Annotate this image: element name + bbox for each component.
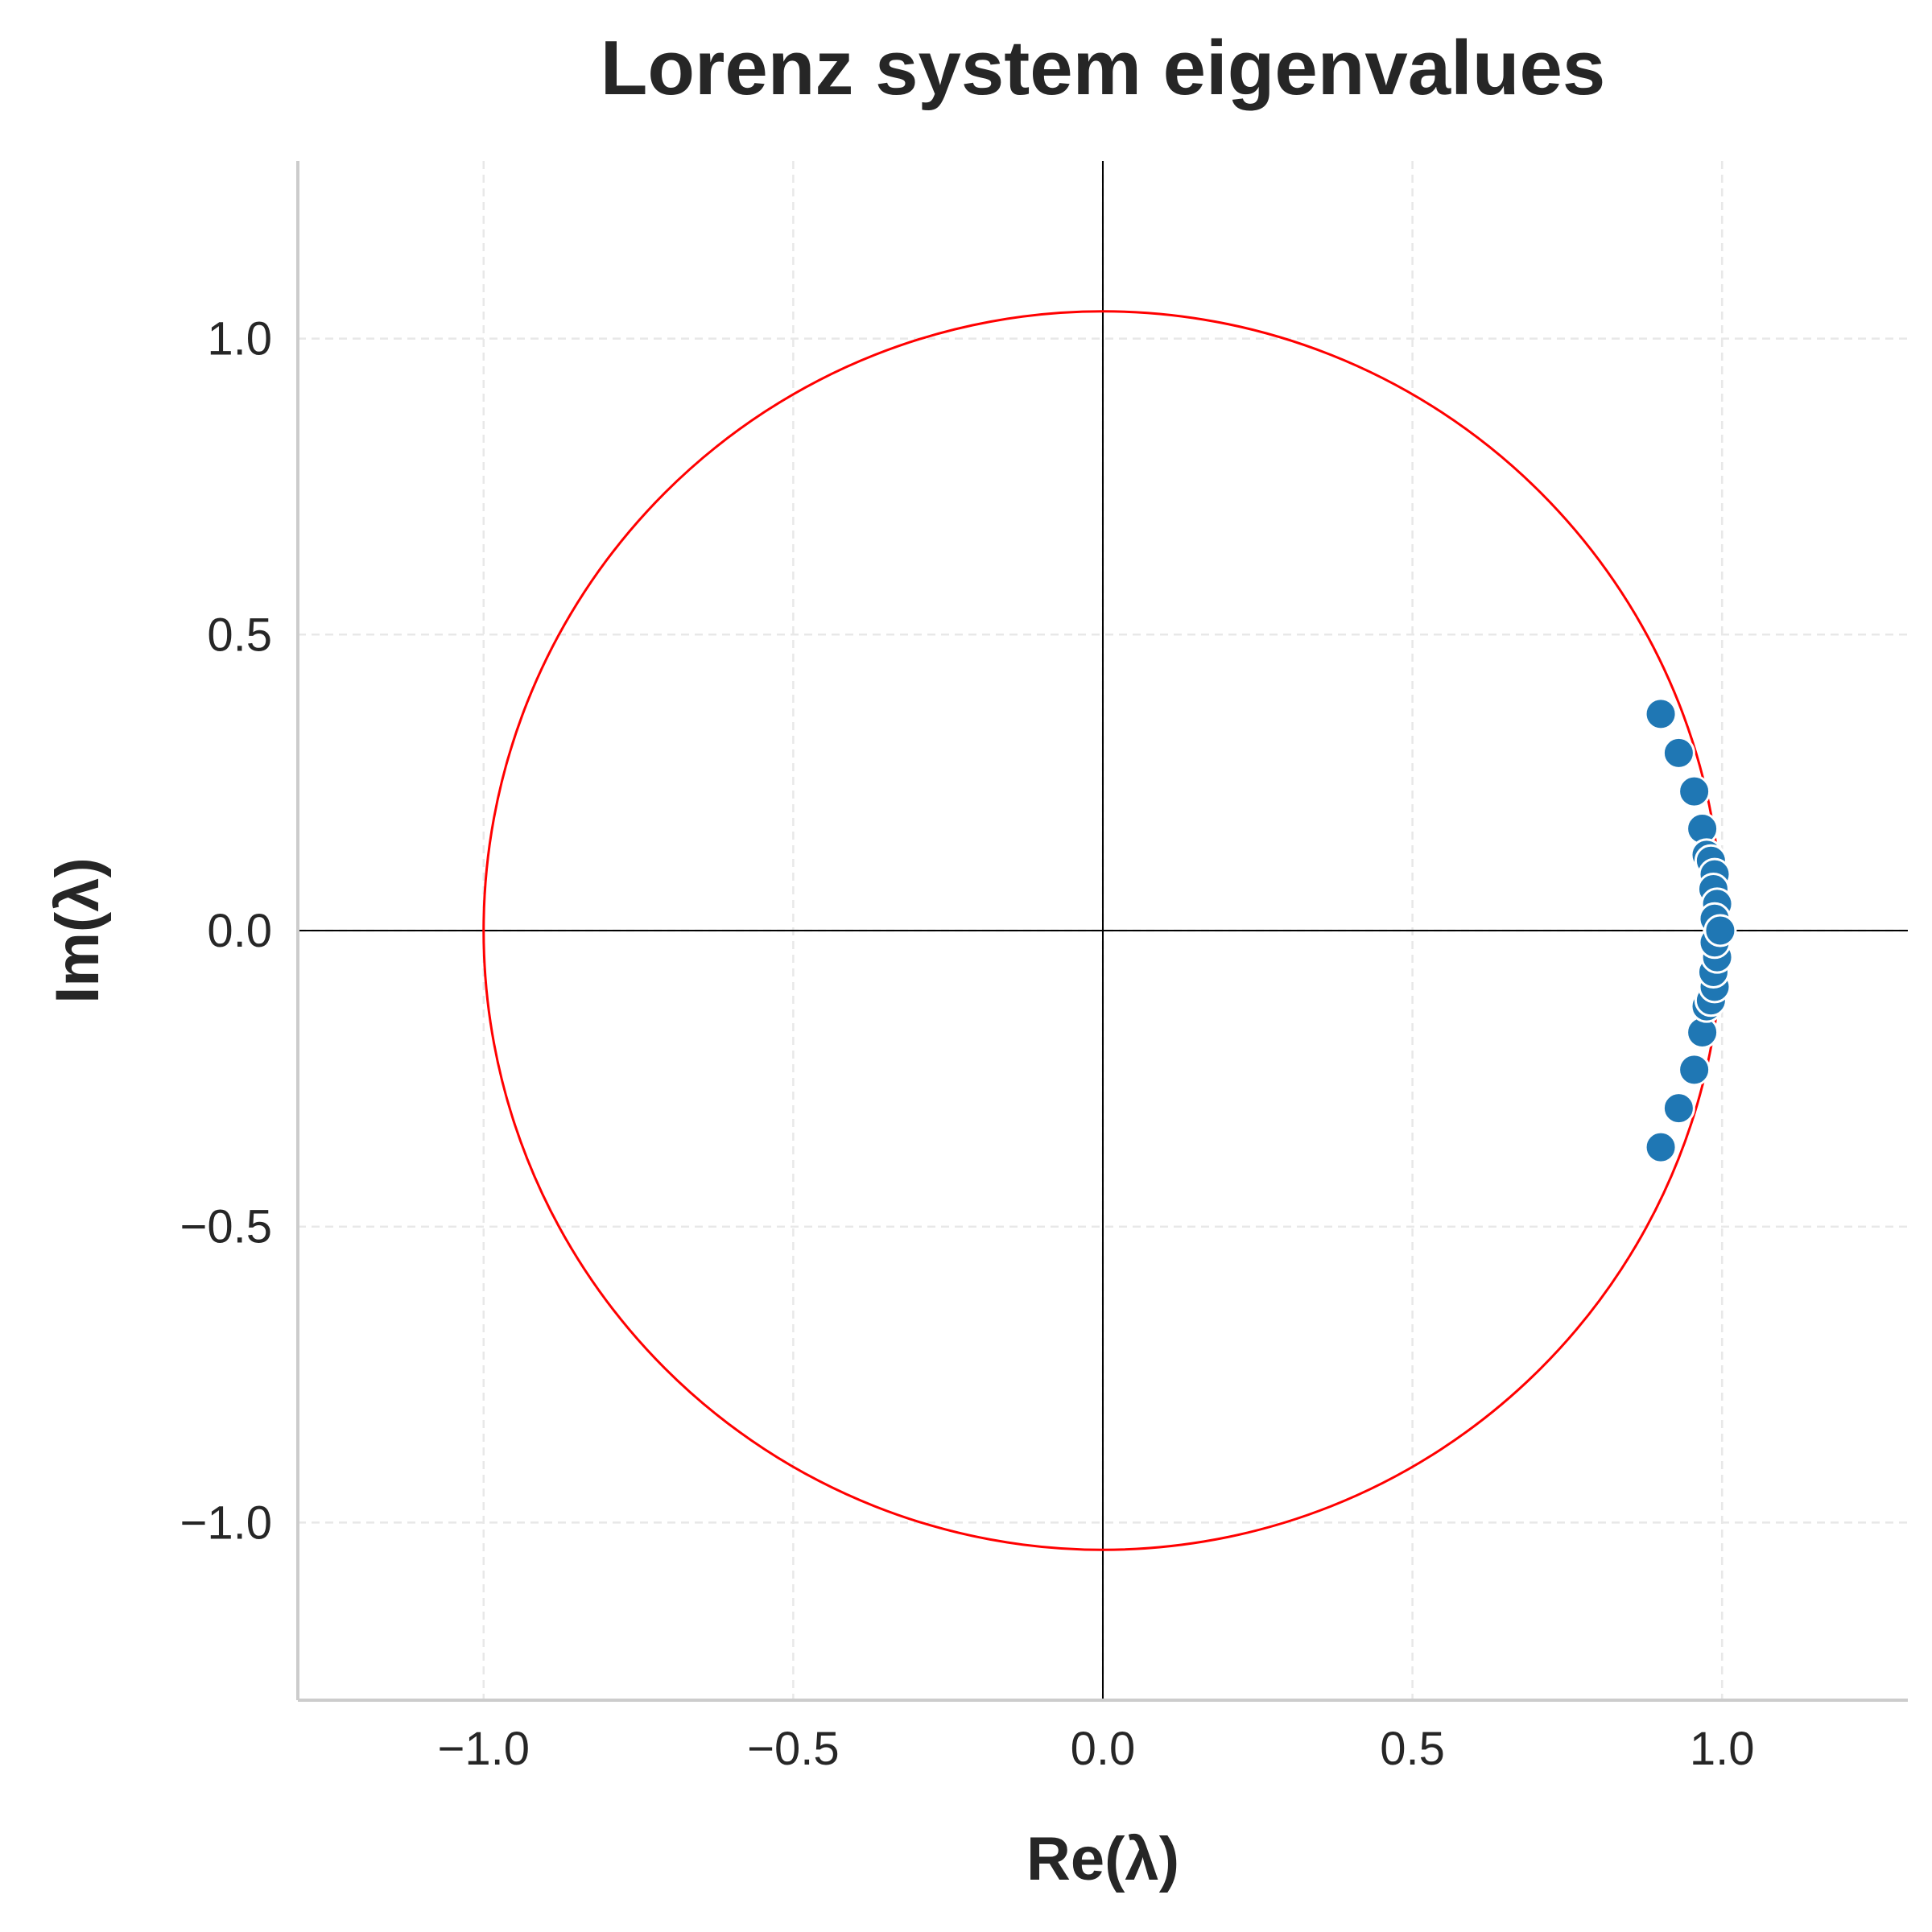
zero-lines (298, 161, 1908, 1700)
y-tick-labels: −1.0 −0.5 0.0 0.5 1.0 (180, 313, 273, 1550)
x-tick-label: −1.0 (438, 1723, 530, 1775)
x-tick-labels: −1.0 −0.5 0.0 0.5 1.0 (438, 1723, 1755, 1775)
eigenvalue-point (1644, 1130, 1678, 1164)
eigenvalue-point (1662, 736, 1695, 770)
x-tick-label: 0.5 (1380, 1723, 1445, 1775)
x-axis-label: Re(λ) (1026, 1825, 1179, 1893)
eigenvalue-point (1662, 1092, 1695, 1125)
y-tick-label: 0.0 (207, 905, 272, 957)
x-tick-label: 1.0 (1690, 1723, 1755, 1775)
y-tick-label: 1.0 (207, 313, 272, 365)
x-tick-label: −0.5 (747, 1723, 840, 1775)
eigenvalue-points (1644, 697, 1737, 1164)
y-axis-label: Im(λ) (43, 857, 112, 1004)
eigenvalue-point (1678, 774, 1711, 808)
eigenvalue-point (1644, 697, 1678, 731)
x-tick-label: 0.0 (1071, 1723, 1136, 1775)
y-tick-label: −0.5 (180, 1201, 273, 1253)
eigenvalue-point (1678, 1053, 1711, 1087)
eigenvalue-point (1703, 914, 1737, 947)
y-tick-label: −1.0 (180, 1496, 273, 1549)
y-tick-label: 0.5 (207, 609, 272, 661)
chart-title: Lorenz system eigenvalues (601, 25, 1606, 111)
